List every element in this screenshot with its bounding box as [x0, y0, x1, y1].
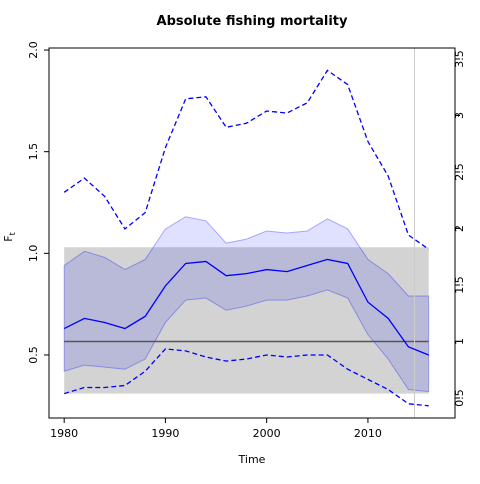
y-tick-label: 1.5	[27, 143, 40, 161]
y-axis-label-main: F	[2, 235, 15, 241]
x-tick-label: 1990	[151, 427, 179, 440]
chart-title: Absolute fishing mortality	[157, 14, 348, 29]
series-line	[63, 348, 429, 407]
series-line	[63, 69, 430, 250]
y2-tick-label: 3.5	[453, 50, 466, 68]
y2-tick-label: 2.5	[453, 163, 466, 181]
y-tick-label: 2.0	[27, 41, 40, 59]
x-tick-label: 1980	[50, 427, 78, 440]
y-tick-label: 1.0	[27, 245, 40, 262]
y2-tick-label: 1.5	[453, 276, 466, 294]
x-tick-label: 2000	[253, 427, 281, 440]
confidence-band	[63, 216, 430, 393]
y-axis-label-sub: t	[8, 232, 17, 235]
x-tick-label: 2010	[354, 427, 382, 440]
shaded-region	[64, 247, 429, 394]
y2-tick-label: 2	[453, 225, 466, 232]
y-tick-label: 0.5	[27, 346, 40, 364]
y2-tick-label: 3	[453, 112, 466, 119]
y-axis-label: Ft	[2, 232, 17, 241]
x-axis-label: Time	[238, 453, 266, 466]
y2-tick-label: 0.5	[453, 389, 466, 407]
plot-frame	[48, 47, 456, 419]
series-line	[63, 258, 429, 356]
plot-area	[63, 48, 430, 418]
y2-tick-label: 1	[453, 338, 466, 345]
